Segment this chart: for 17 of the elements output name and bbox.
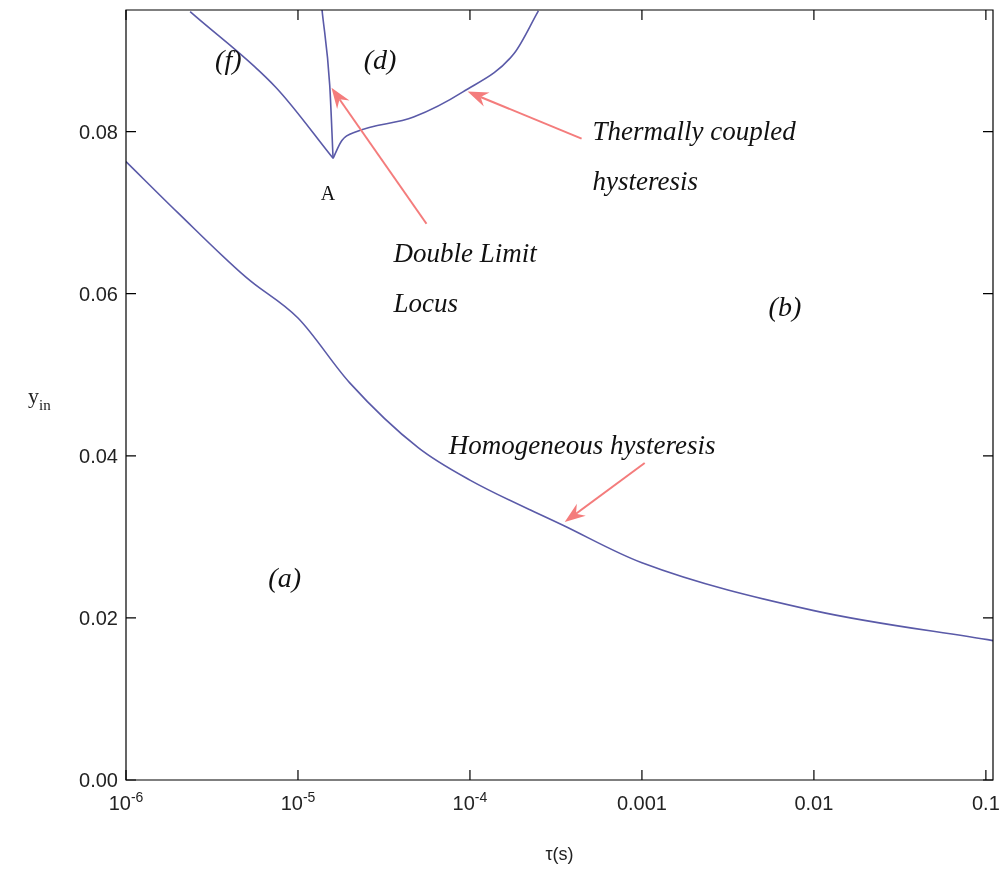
annotation: Double Limit Locus bbox=[392, 237, 539, 318]
y-tick-label: 0.00 bbox=[79, 769, 118, 791]
y-tick-label: 0.04 bbox=[79, 444, 118, 467]
annotation: Homogeneous hysteresis bbox=[447, 430, 716, 461]
y-tick-label: 0.02 bbox=[79, 606, 118, 629]
y-tick-label: 0.06 bbox=[79, 282, 118, 305]
annotation: (d) bbox=[363, 44, 397, 76]
x-axis-title: τ(s) bbox=[545, 844, 574, 864]
annotation: (a) bbox=[268, 562, 301, 594]
annotation: (b) bbox=[768, 291, 802, 323]
x-tick-label: 0.001 bbox=[616, 792, 667, 814]
annotation: A bbox=[320, 182, 336, 205]
annotation: Thermally coupled hysteresis bbox=[592, 115, 797, 196]
x-tick-label: 0.1 bbox=[971, 792, 1000, 814]
annotation: (f) bbox=[215, 44, 242, 76]
y-tick-label: 0.08 bbox=[79, 120, 118, 143]
x-tick-label: 0.01 bbox=[794, 792, 834, 814]
